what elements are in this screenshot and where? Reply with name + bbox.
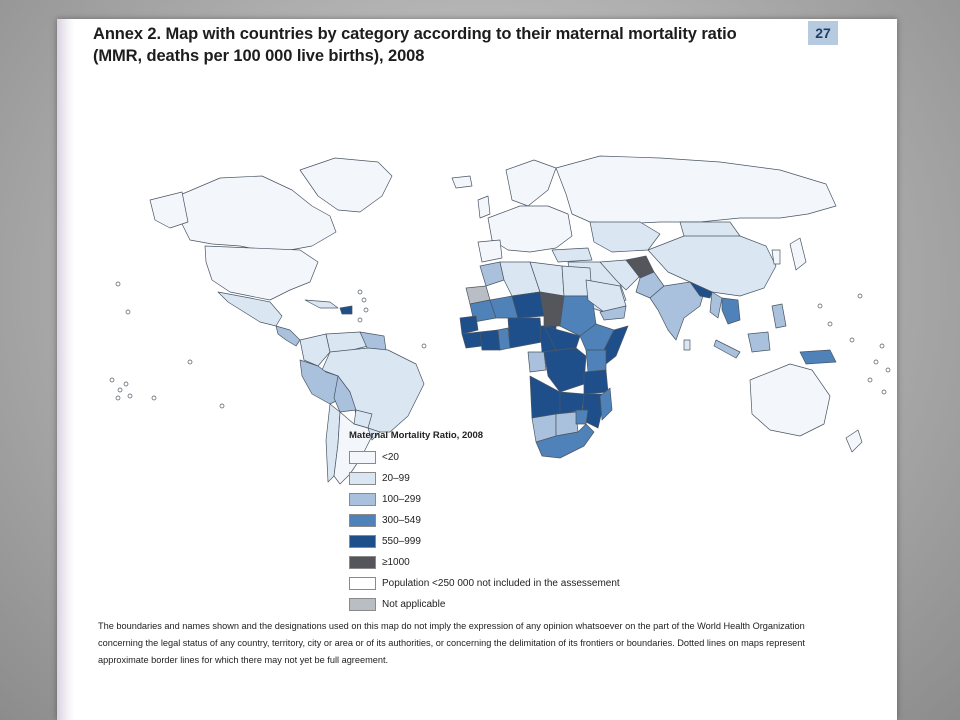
country-nigeria — [507, 317, 543, 349]
country-guinea — [461, 331, 483, 349]
document-page — [57, 19, 897, 720]
legend-item: ≥1000 — [349, 552, 709, 573]
country-myanmar — [709, 291, 723, 319]
country-south-africa — [535, 423, 595, 459]
country-zimbabwe — [575, 409, 589, 425]
legend-label: ≥1000 — [382, 557, 410, 568]
country-cote-divoire — [479, 329, 501, 351]
country-colombia — [299, 333, 331, 367]
legend-swatch — [349, 514, 376, 527]
country-india — [649, 281, 705, 341]
legend-label: 20–99 — [382, 473, 410, 484]
country-ghana — [497, 327, 511, 351]
legend-item: 550–999 — [349, 531, 709, 552]
small-islands — [109, 281, 891, 409]
legend-item: Population <250 000 not included in the … — [349, 573, 709, 594]
legend-label: 100–299 — [382, 494, 421, 505]
legend-swatch — [349, 556, 376, 569]
disclaimer-text: The boundaries and names shown and the d… — [98, 621, 805, 665]
country-greenland — [299, 157, 393, 213]
country-haiti — [339, 305, 353, 315]
country-philippines — [771, 303, 787, 329]
legend-title: Maternal Mortality Ratio, 2008 — [349, 430, 484, 441]
legend-item: 300–549 — [349, 510, 709, 531]
country-png — [799, 349, 837, 365]
country-argentina — [333, 411, 373, 485]
country-niger — [511, 291, 545, 319]
legend-swatch — [349, 472, 376, 485]
country-borneo — [747, 331, 771, 353]
page-binding-shadow — [57, 19, 75, 720]
country-sumatra — [713, 339, 741, 359]
legend-label: 550–999 — [382, 536, 421, 547]
country-kazakhstan — [589, 221, 661, 253]
country-sri-lanka — [683, 339, 691, 351]
country-new-zealand — [845, 429, 863, 453]
country-turkey — [551, 247, 593, 263]
legend-swatch — [349, 598, 376, 611]
country-kenya — [585, 349, 607, 373]
legend-swatch — [349, 577, 376, 590]
country-iberia — [477, 239, 503, 263]
legend-label: 300–549 — [382, 515, 421, 526]
country-nepal — [689, 281, 713, 299]
legend-items: <20 20–99 100–299 300–549 550–999 ≥1000 Popula… — [349, 447, 709, 615]
legend-label: Population <250 000 not included in the … — [382, 578, 620, 589]
country-scandinavia — [505, 159, 557, 207]
map-legend: Maternal Mortality Ratio, 2008 <20 20–99 1… — [349, 430, 709, 615]
legend-label: Not applicable — [382, 599, 446, 610]
country-madagascar — [599, 387, 613, 421]
country-canada — [179, 175, 337, 251]
country-japan — [789, 237, 807, 271]
country-china — [647, 235, 777, 297]
country-central-america — [275, 325, 301, 347]
country-alaska — [149, 191, 189, 229]
country-morocco — [479, 261, 505, 287]
country-drc — [543, 347, 587, 393]
page-number-badge: 27 — [808, 21, 838, 45]
country-australia — [749, 363, 831, 437]
page-title: Annex 2. Map with countries by category … — [93, 25, 737, 65]
legend-item: Not applicable — [349, 594, 709, 615]
legend-swatch — [349, 451, 376, 464]
country-yemen — [599, 305, 627, 321]
country-tanzania — [583, 369, 609, 395]
legend-item: <20 — [349, 447, 709, 468]
country-uruguay — [367, 427, 381, 441]
country-senegal — [459, 315, 479, 335]
country-cuba — [304, 299, 339, 309]
country-usa — [204, 245, 319, 301]
legend-swatch — [349, 493, 376, 506]
legend-item: 100–299 — [349, 489, 709, 510]
country-uk — [477, 195, 491, 219]
country-gabon — [527, 351, 547, 373]
legend-item: 20–99 — [349, 468, 709, 489]
country-laos — [721, 297, 741, 325]
country-korea — [771, 249, 781, 265]
country-iceland — [451, 175, 473, 189]
legend-swatch — [349, 535, 376, 548]
country-iran — [599, 259, 641, 291]
country-bolivia — [333, 375, 357, 413]
legend-label: <20 — [382, 452, 399, 463]
country-russia — [555, 155, 837, 225]
